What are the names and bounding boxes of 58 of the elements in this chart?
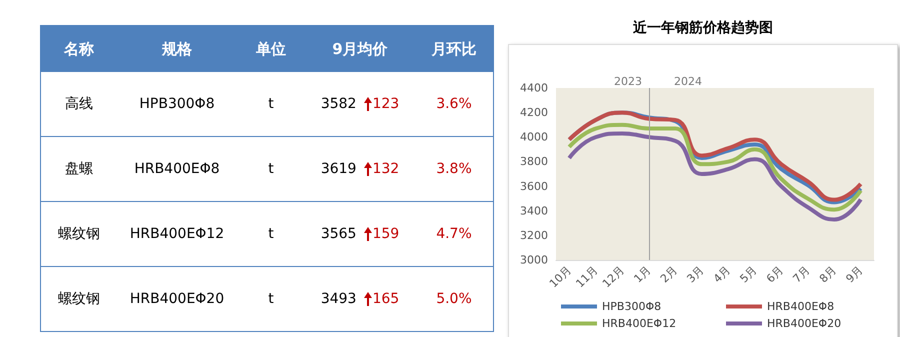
text: HRB400EΦ12 [128, 225, 226, 244]
text: 3.6% [435, 95, 473, 114]
text: t [267, 95, 275, 114]
text: 165 [372, 291, 400, 307]
text: 3619 [320, 161, 356, 177]
text: t [267, 290, 275, 309]
x-tick-label: 9月 [843, 263, 866, 286]
x-tick-label: 8月 [816, 263, 839, 286]
category-label: 9月均价 [331, 38, 389, 60]
text: HPB300Φ8 [138, 95, 216, 114]
y-tick-label: 3200 [520, 228, 548, 242]
x-tick-label: 10月 [546, 263, 574, 290]
text: 螺纹钢 [57, 225, 101, 244]
text: 132 [372, 161, 400, 177]
y-tick-label: 4000 [520, 130, 548, 144]
x-tick-label: 3月 [684, 263, 706, 286]
line-series [567, 122, 863, 212]
category-label: 月环比 [430, 38, 478, 60]
x-tick-label: 4月 [710, 263, 733, 286]
text: 5.0% [435, 290, 473, 309]
text: 3.8% [435, 160, 473, 179]
text: 盘螺 [64, 160, 94, 179]
x-tick-label: 5月 [737, 263, 760, 286]
text: t [267, 160, 275, 179]
y-tick-label: 3600 [520, 180, 548, 193]
legend-label: HRB400EΦ12 [602, 317, 676, 330]
x-tick-label: 7月 [790, 263, 812, 286]
x-tick-label: 6月 [764, 263, 786, 286]
y-tick-label: 4200 [520, 106, 548, 120]
category-label: 规格 [160, 38, 193, 60]
y-tick-label: 3000 [520, 254, 548, 266]
text: 159 [372, 226, 400, 242]
text: 3565 [320, 226, 356, 242]
text: 3493 [320, 291, 356, 307]
text: 4.7% [435, 225, 473, 244]
category-label: 名称 [62, 38, 95, 60]
x-tick-label: 1月 [631, 263, 654, 286]
chart-title: 近一年钢筋价格趋势图 [632, 19, 773, 36]
legend-label: HRB400EΦ8 [767, 300, 834, 313]
legend-label: HRB400EΦ20 [767, 317, 842, 330]
y-tick-label: 3800 [520, 155, 548, 168]
y-tick-label: 4400 [520, 82, 548, 94]
category-label: 单位 [255, 38, 287, 60]
text: t [267, 225, 275, 244]
text: 螺纹钢 [57, 290, 101, 309]
line-series [567, 131, 863, 222]
x-tick-label: 12月 [600, 263, 627, 290]
text: HRB400EΦ8 [133, 160, 221, 179]
x-tick-label: 11月 [573, 263, 600, 290]
x-tick-label: 2月 [658, 263, 680, 286]
legend-label: HPB300Φ8 [602, 300, 662, 313]
y-tick-label: 3400 [520, 204, 548, 218]
text: 高线 [64, 95, 94, 114]
annotation: 2024 [674, 75, 702, 88]
text: 3582 [320, 96, 356, 112]
annotation: 2023 [614, 75, 642, 88]
text: 123 [372, 96, 400, 112]
text: HRB400EΦ20 [128, 290, 226, 309]
